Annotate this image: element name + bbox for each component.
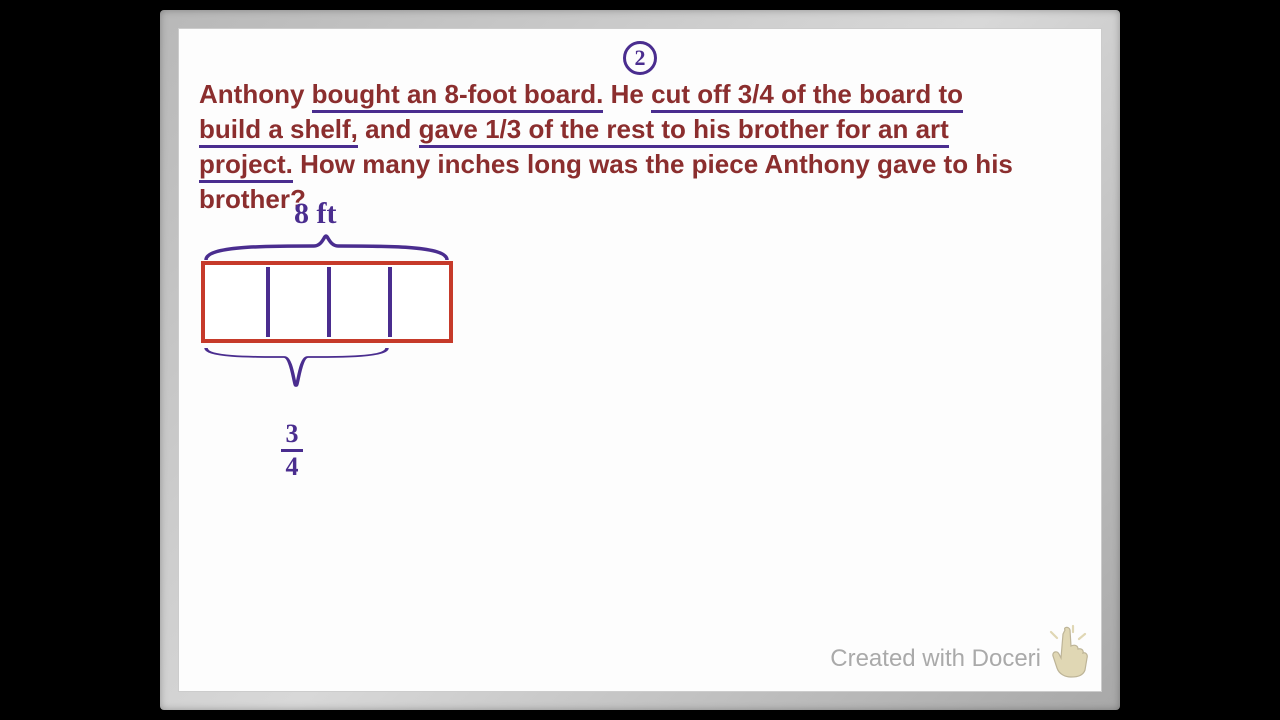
text-segment: Anthony	[199, 79, 312, 109]
step-badge: 2	[623, 41, 657, 75]
underlined-phrase: bought an 8-foot board.	[312, 79, 604, 113]
label-8ft: 8 ft	[294, 197, 336, 231]
watermark-text: Created with Doceri	[830, 645, 1041, 673]
bar-divider	[327, 267, 331, 337]
fraction-numerator: 3	[281, 421, 303, 447]
bottom-brace	[204, 347, 389, 387]
finger-icon	[1043, 624, 1093, 679]
underlined-phrase: cut off 3/4 of the board to	[651, 79, 963, 113]
bar-diagram	[201, 261, 453, 343]
bar-divider	[388, 267, 392, 337]
text-segment: and	[358, 114, 419, 144]
whiteboard-frame: 2 Anthony bought an 8-foot board. He cut…	[160, 10, 1120, 710]
fraction-label: 3 4	[281, 421, 303, 480]
bar-divider	[266, 267, 270, 337]
top-brace	[204, 234, 449, 262]
underlined-phrase: build a shelf,	[199, 114, 358, 148]
text-segment: He	[603, 79, 651, 109]
underlined-phrase: gave 1/3 of the rest to his brother for …	[419, 114, 949, 148]
underlined-phrase: project.	[199, 149, 293, 183]
step-number: 2	[635, 45, 646, 71]
whiteboard: 2 Anthony bought an 8-foot board. He cut…	[178, 28, 1102, 692]
fraction-denominator: 4	[281, 454, 303, 480]
text-segment: How many inches long was the piece Antho…	[293, 149, 1013, 179]
text-segment: brother?	[199, 184, 306, 214]
